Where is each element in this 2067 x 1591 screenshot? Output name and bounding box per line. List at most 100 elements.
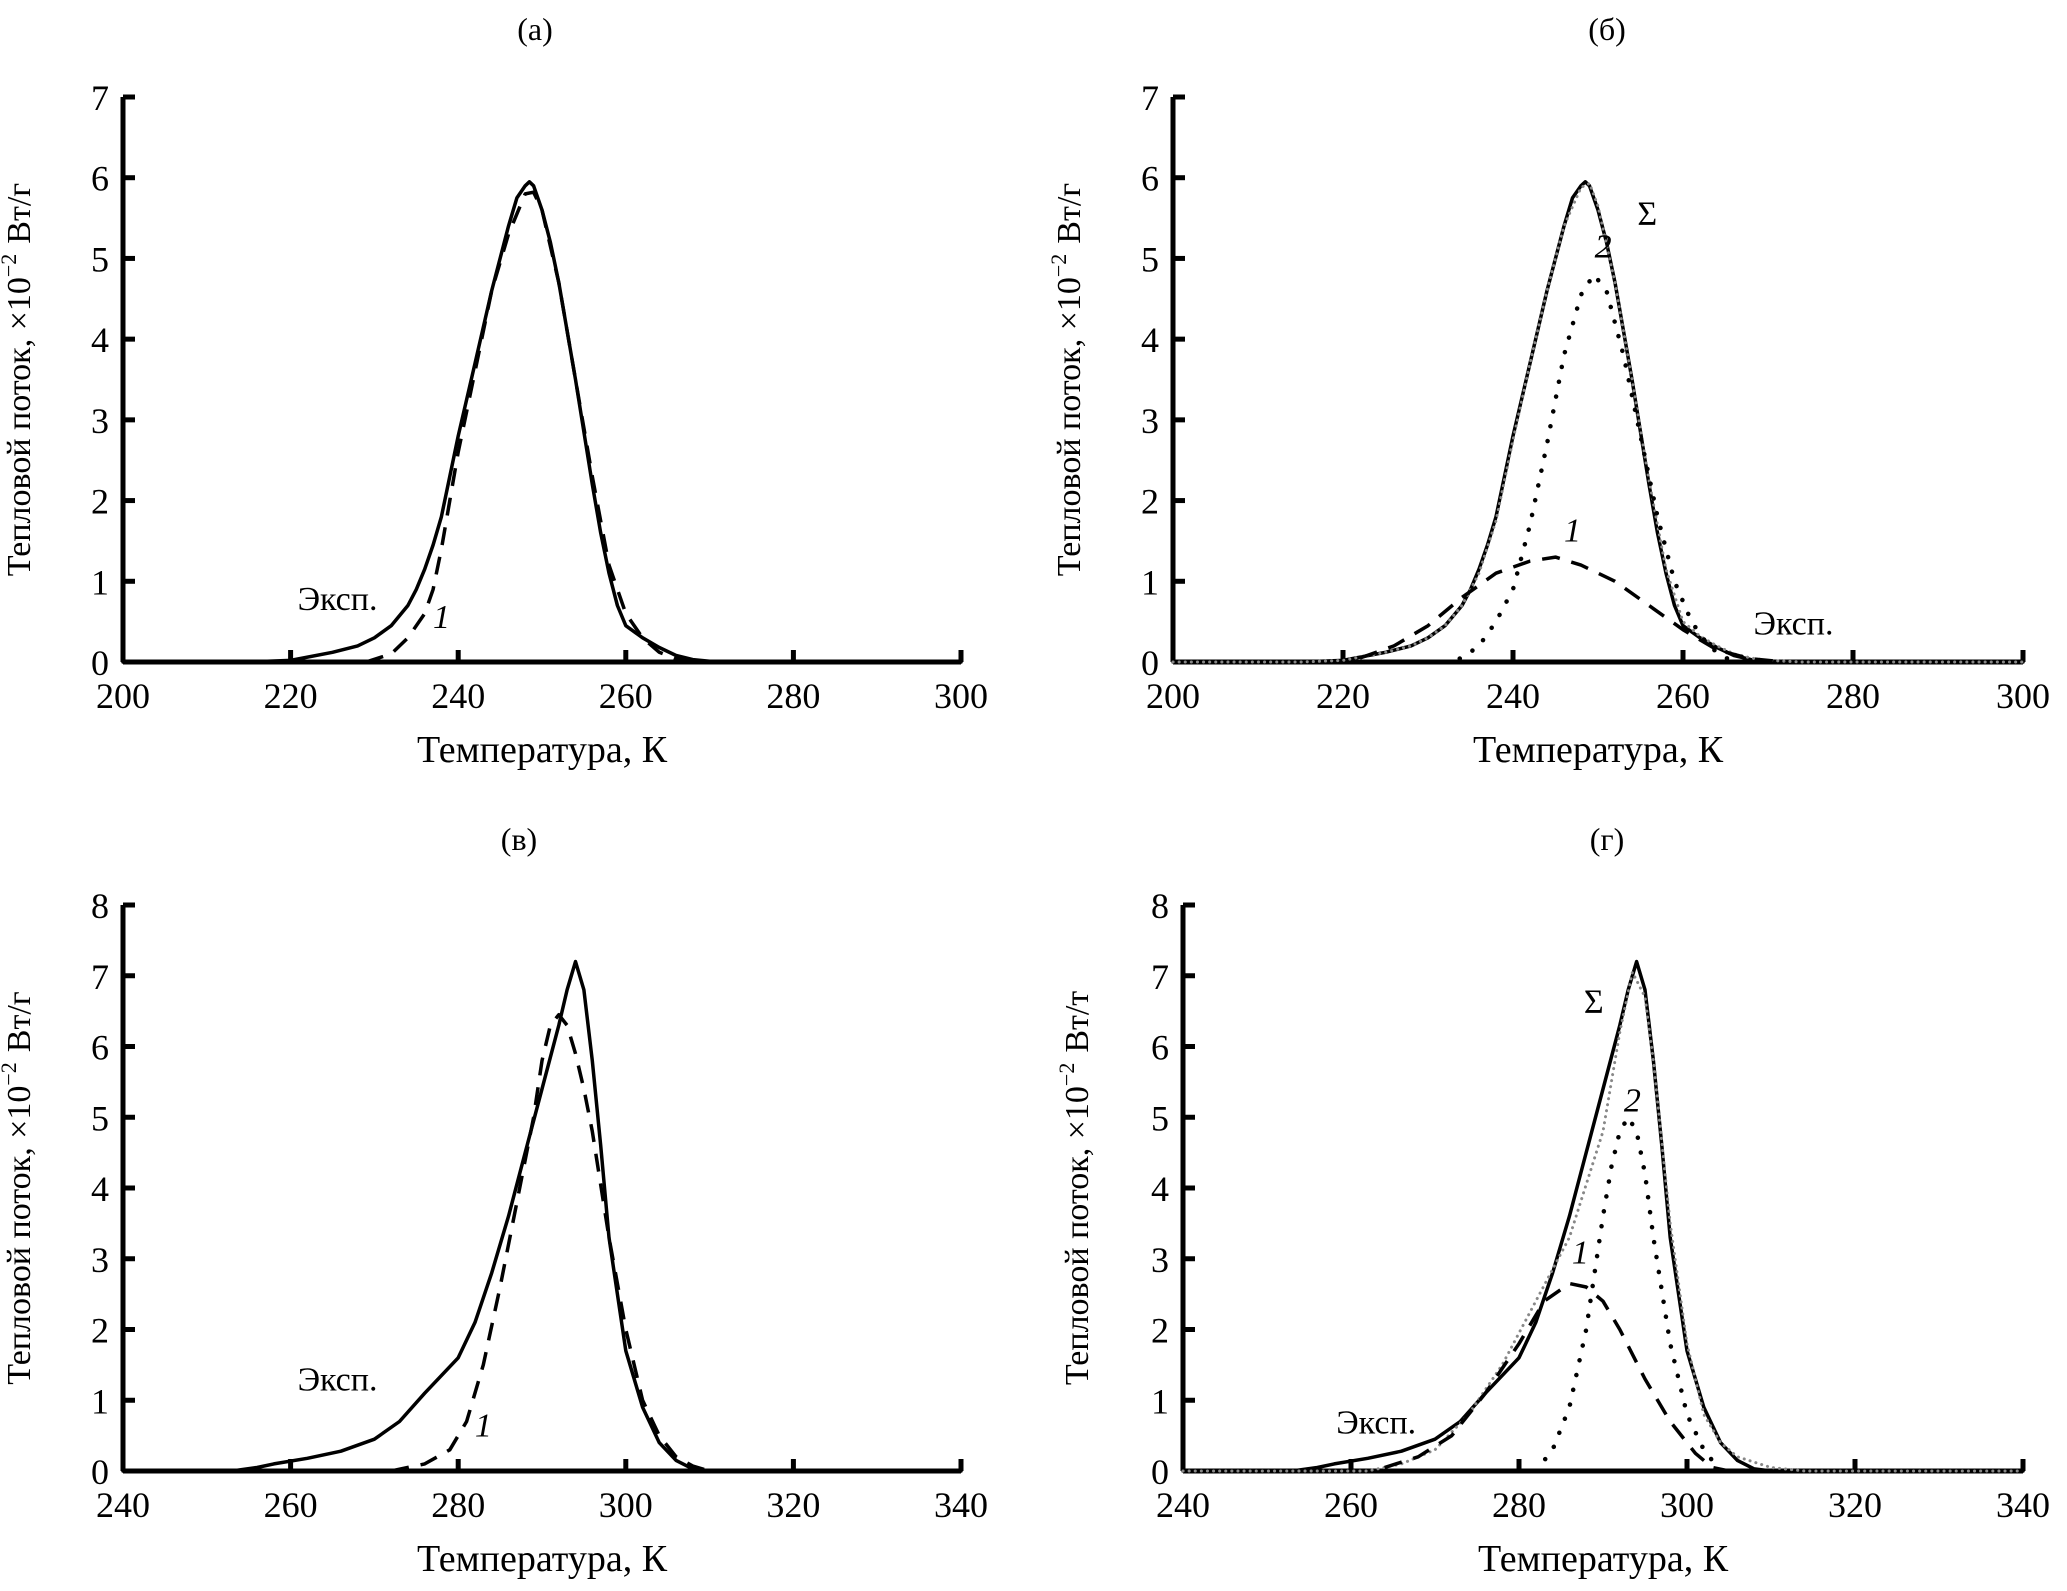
x-tick-label: 240 [431, 676, 485, 716]
y-tick-label: 1 [91, 562, 109, 602]
y-axis-label: Тепловой поток, ×10−2 Вт/г [0, 991, 38, 1384]
y-tick-label: 3 [91, 1240, 109, 1280]
y-axis-label-unit: Вт/г [1051, 183, 1088, 244]
y-axis-label-exponent: −2 [1046, 254, 1071, 277]
x-tick-label: 240 [96, 1485, 150, 1525]
y-tick-label: 4 [1141, 320, 1159, 360]
y-tick-label: 4 [91, 320, 109, 360]
y-tick-label: 1 [91, 1381, 109, 1421]
panel-title: (а) [517, 11, 553, 47]
y-tick-label: 2 [1141, 482, 1159, 522]
panel-3: (в) 240 260 280 300 320 340 0 1 2 3 4 5 6 7 8 Температур… [0, 821, 988, 1580]
y-axis-label-unit: Вт/т [1059, 991, 1096, 1053]
y-axis-label-exponent: −2 [0, 254, 21, 277]
x-tick-label: 320 [766, 1485, 820, 1525]
y-tick-label: 7 [1151, 957, 1169, 997]
x-tick-label: 260 [1324, 1485, 1378, 1525]
x-axis-label: Температура, К [417, 1538, 668, 1580]
curve-label: Эксп. [1754, 605, 1834, 642]
series-component-1-line [1359, 555, 1786, 664]
x-tick-label: 260 [264, 1485, 318, 1525]
x-tick-label: 280 [766, 676, 820, 716]
y-tick-label: 3 [1151, 1240, 1169, 1280]
y-tick-label: 3 [1141, 401, 1159, 441]
y-tick-label: 5 [1151, 1098, 1169, 1138]
y-tick-label: 3 [91, 401, 109, 441]
y-axis-label-prefix: Тепловой поток, ×10 [1051, 277, 1088, 576]
y-tick-label: 7 [91, 78, 109, 118]
x-tick-label: 220 [264, 676, 318, 716]
y-tick-label: 8 [1151, 886, 1169, 926]
y-tick-label: 5 [91, 1098, 109, 1138]
y-axis-label: Тепловой поток, ×10−2 Вт/г [0, 183, 38, 576]
curve-label: 1 [433, 599, 450, 636]
curve-label: Σ [1584, 984, 1604, 1021]
y-tick-label: 6 [91, 159, 109, 199]
x-tick-label: 340 [1996, 1485, 2050, 1525]
x-tick-label: 280 [1492, 1485, 1546, 1525]
y-axis-label-exponent: −2 [1054, 1063, 1079, 1086]
y-tick-label: 6 [1141, 159, 1159, 199]
y-axis-label-exponent: −2 [0, 1062, 21, 1085]
y-tick-label: 7 [91, 957, 109, 997]
y-tick-label: 2 [91, 482, 109, 522]
series-experimental-line [121, 180, 963, 664]
curve-label: Эксп. [1336, 1404, 1416, 1441]
series-component-1-line [1384, 1281, 1730, 1473]
series-experimental-line [1181, 959, 2025, 1473]
curve-label: 1 [1564, 513, 1581, 550]
panel-title: (в) [501, 821, 537, 857]
x-tick-label: 280 [431, 1485, 485, 1525]
curve-label: Эксп. [298, 1361, 378, 1398]
y-tick-label: 0 [91, 1452, 109, 1492]
series-experimental-line [121, 959, 963, 1473]
y-tick-label: 2 [91, 1311, 109, 1351]
curve-label: Σ [1637, 195, 1657, 232]
y-tick-label: 4 [1151, 1169, 1169, 1209]
x-tick-label: 340 [934, 1485, 988, 1525]
y-tick-label: 5 [91, 239, 109, 279]
panel-title: (г) [1590, 821, 1624, 857]
y-axis-label-unit: Вт/г [1, 991, 38, 1052]
series-component-1-line [390, 1012, 711, 1473]
y-tick-label: 1 [1151, 1381, 1169, 1421]
y-tick-label: 1 [1141, 562, 1159, 602]
y-axis-label-prefix: Тепловой поток, ×10 [1, 1086, 38, 1385]
y-tick-label: 2 [1151, 1311, 1169, 1351]
y-tick-label: 0 [1151, 1452, 1169, 1492]
y-tick-label: 7 [1141, 78, 1159, 118]
x-tick-label: 200 [96, 676, 150, 716]
y-axis-label-unit: Вт/г [1, 183, 38, 244]
y-tick-label: 5 [1141, 239, 1159, 279]
x-tick-label: 260 [599, 676, 653, 716]
panel-4: (г) 240 260 280 300 320 340 0 1 2 3 4 5 6 7 8 Температур… [1054, 821, 2050, 1580]
panel-2: (б) 200 220 240 260 280 300 0 1 2 3 4 5 6 7 Температура… [1046, 11, 2050, 771]
x-tick-label: 300 [934, 676, 988, 716]
x-axis-label: Температура, К [417, 729, 668, 771]
curve-label: 2 [1595, 229, 1612, 266]
y-axis-label: Тепловой поток, ×10−2 Вт/г [1046, 183, 1088, 576]
x-tick-label: 280 [1826, 676, 1880, 716]
series-sum-line [1181, 970, 2025, 1473]
panel-title: (б) [1588, 11, 1626, 47]
x-tick-label: 240 [1486, 676, 1540, 716]
y-tick-label: 6 [91, 1028, 109, 1068]
x-tick-label: 300 [1996, 676, 2050, 716]
y-tick-label: 4 [91, 1169, 109, 1209]
series-component-1-line [365, 190, 694, 664]
y-tick-label: 0 [1141, 643, 1159, 683]
panel-1: (а) 200 220 240 260 280 300 0 1 2 3 4 5 6 7 Температура… [0, 11, 988, 771]
x-tick-label: 240 [1156, 1485, 1210, 1525]
x-axis-label: Температура, К [1478, 1538, 1729, 1580]
curve-label: 2 [1624, 1083, 1641, 1120]
y-tick-label: 0 [91, 643, 109, 683]
y-axis-label-prefix: Тепловой поток, ×10 [1, 277, 38, 576]
x-tick-label: 300 [1660, 1485, 1714, 1525]
curve-label: 1 [1572, 1235, 1589, 1272]
y-axis-label-prefix: Тепловой поток, ×10 [1059, 1086, 1096, 1385]
x-tick-label: 320 [1828, 1485, 1882, 1525]
x-tick-label: 300 [599, 1485, 653, 1525]
y-tick-label: 8 [91, 886, 109, 926]
x-tick-label: 200 [1146, 676, 1200, 716]
